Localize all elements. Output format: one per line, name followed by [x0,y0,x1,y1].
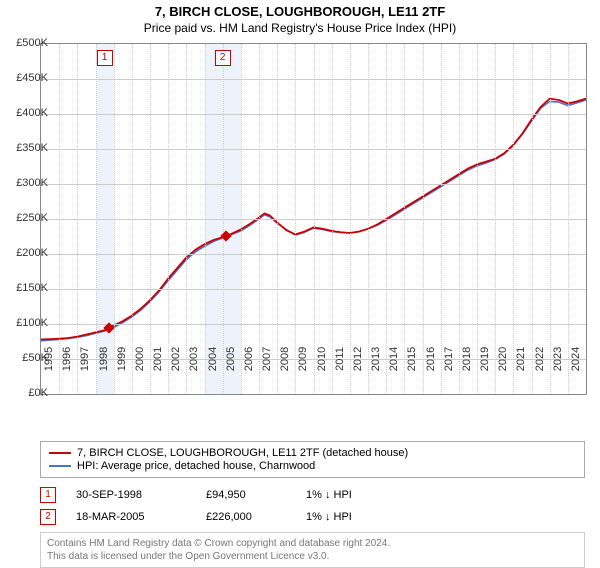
v-gridline [550,44,551,394]
v-gridline [223,44,224,394]
x-tick-label: 2018 [461,347,473,371]
y-tick-label: £450K [16,72,48,84]
v-gridline [404,44,405,394]
y-tick-label: £0K [28,387,48,399]
v-gridline [96,44,97,394]
v-gridline [205,44,206,394]
x-tick-label: 2017 [443,347,455,371]
x-tick-label: 2012 [352,347,364,371]
chart-title: 7, BIRCH CLOSE, LOUGHBOROUGH, LE11 2TF [0,4,600,19]
v-gridline [441,44,442,394]
v-gridline [314,44,315,394]
event-row-marker: 2 [40,509,56,525]
v-gridline [495,44,496,394]
x-tick-label: 1997 [79,347,91,371]
v-gridline [295,44,296,394]
x-tick-label: 2002 [170,347,182,371]
event-row-price: £94,950 [206,489,306,501]
v-gridline [186,44,187,394]
legend-swatch [49,465,71,467]
x-tick-label: 2016 [425,347,437,371]
x-tick-label: 2020 [497,347,509,371]
event-row-date: 18-MAR-2005 [76,511,206,523]
legend-box: 7, BIRCH CLOSE, LOUGHBOROUGH, LE11 2TF (… [40,441,585,478]
v-gridline [132,44,133,394]
event-row: 1 30-SEP-1998£94,9501% ↓ HPI [40,484,585,506]
v-gridline [513,44,514,394]
v-gridline [386,44,387,394]
legend-swatch [49,452,71,454]
x-tick-label: 2021 [515,347,527,371]
y-tick-label: £400K [16,107,48,119]
event-marker-box: 1 [97,50,113,66]
y-tick-label: £350K [16,142,48,154]
v-gridline [459,44,460,394]
x-tick-label: 2019 [479,347,491,371]
chart-plot-area: 12 [40,43,587,395]
event-row: 2 18-MAR-2005£226,0001% ↓ HPI [40,506,585,528]
x-tick-label: 2024 [570,347,582,371]
attribution-line: Contains HM Land Registry data © Crown c… [47,537,578,550]
attribution-box: Contains HM Land Registry data © Crown c… [40,532,585,568]
event-row-delta: 1% ↓ HPI [306,489,426,501]
v-gridline [59,44,60,394]
event-row-price: £226,000 [206,511,306,523]
legend-row: HPI: Average price, detached house, Char… [49,460,576,472]
x-tick-label: 2005 [225,347,237,371]
x-tick-label: 2000 [134,347,146,371]
y-tick-label: £250K [16,212,48,224]
event-marker-box: 2 [215,50,231,66]
attribution-line: This data is licensed under the Open Gov… [47,550,578,563]
v-gridline [477,44,478,394]
x-tick-label: 2004 [207,347,219,371]
y-tick-label: £150K [16,282,48,294]
events-table: 1 30-SEP-1998£94,9501% ↓ HPI 2 18-MAR-2005£… [40,484,585,528]
v-gridline [532,44,533,394]
x-tick-label: 2008 [279,347,291,371]
y-tick-label: £100K [16,317,48,329]
x-tick-label: 2007 [261,347,273,371]
x-tick-label: 1995 [43,347,55,371]
v-gridline [259,44,260,394]
v-gridline [241,44,242,394]
event-row-date: 30-SEP-1998 [76,489,206,501]
legend-row: 7, BIRCH CLOSE, LOUGHBOROUGH, LE11 2TF (… [49,447,576,459]
x-tick-label: 2006 [243,347,255,371]
x-tick-label: 2010 [316,347,328,371]
event-row-delta: 1% ↓ HPI [306,511,426,523]
x-tick-label: 2023 [552,347,564,371]
v-gridline [368,44,369,394]
v-gridline [277,44,278,394]
event-row-marker: 1 [40,487,56,503]
x-tick-label: 2015 [406,347,418,371]
x-tick-label: 2014 [388,347,400,371]
v-gridline [150,44,151,394]
x-tick-label: 2003 [188,347,200,371]
x-tick-label: 1996 [61,347,73,371]
x-tick-label: 2013 [370,347,382,371]
chart-container: 7, BIRCH CLOSE, LOUGHBOROUGH, LE11 2TF P… [0,4,600,564]
x-tick-label: 2001 [152,347,164,371]
v-gridline [168,44,169,394]
v-gridline [568,44,569,394]
legend-label: HPI: Average price, detached house, Char… [77,460,315,472]
y-tick-label: £300K [16,177,48,189]
y-tick-label: £200K [16,247,48,259]
legend-label: 7, BIRCH CLOSE, LOUGHBOROUGH, LE11 2TF (… [77,447,408,459]
chart-subtitle: Price paid vs. HM Land Registry's House … [0,21,600,35]
x-tick-label: 1999 [116,347,128,371]
v-gridline [423,44,424,394]
v-gridline [114,44,115,394]
x-tick-label: 2009 [297,347,309,371]
x-tick-label: 2022 [534,347,546,371]
x-tick-label: 1998 [98,347,110,371]
v-gridline [332,44,333,394]
x-tick-label: 2011 [334,347,346,371]
y-tick-label: £500K [16,37,48,49]
v-gridline [77,44,78,394]
v-gridline [350,44,351,394]
